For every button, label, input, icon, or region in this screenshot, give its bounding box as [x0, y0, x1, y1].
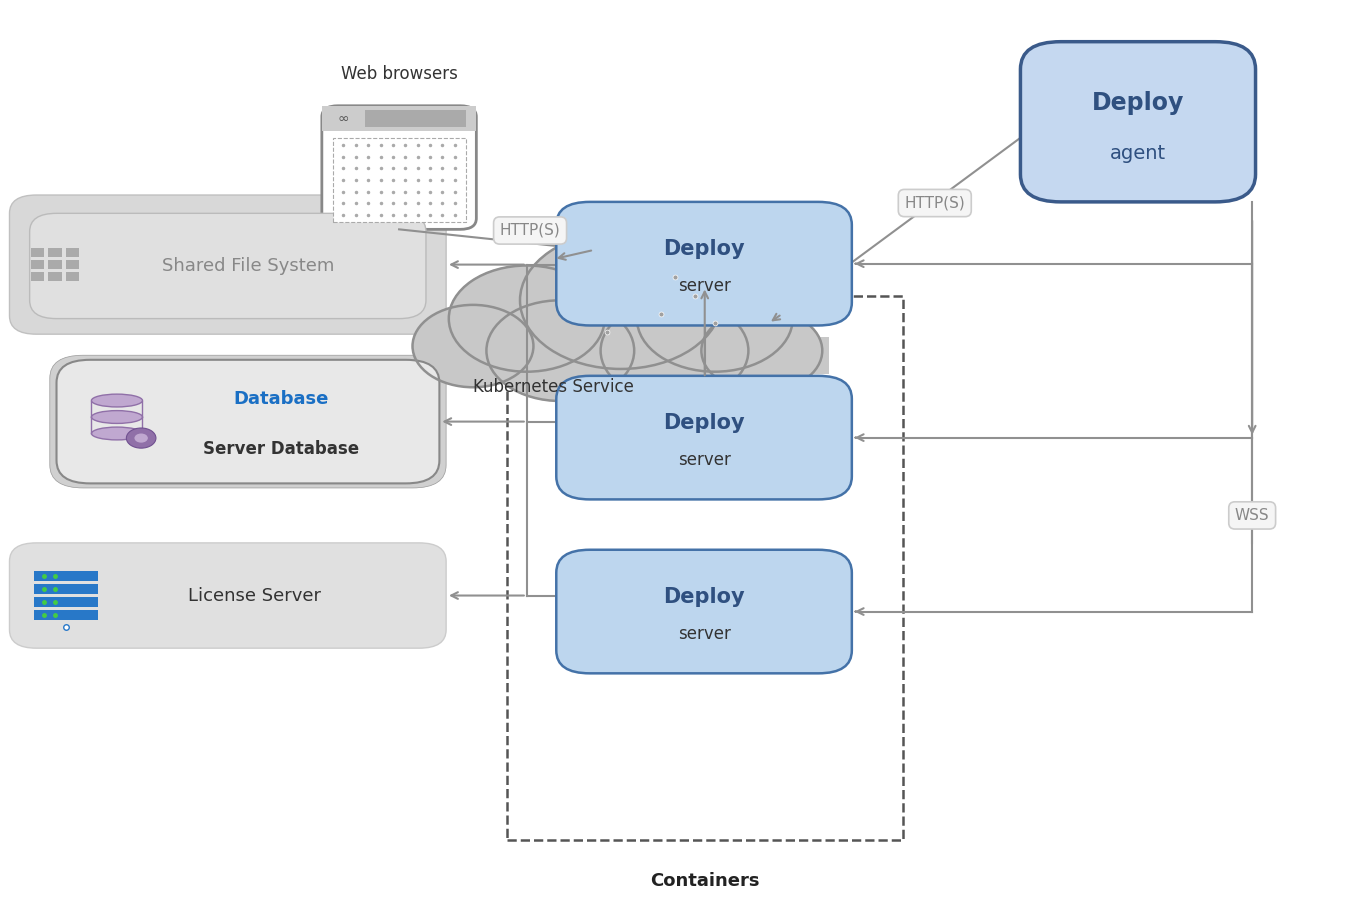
FancyBboxPatch shape [50, 356, 447, 488]
Bar [507, 296, 902, 840]
Text: Web browsers: Web browsers [341, 64, 457, 83]
FancyBboxPatch shape [30, 214, 426, 319]
FancyBboxPatch shape [556, 202, 851, 325]
Text: server: server [677, 277, 731, 295]
Ellipse shape [92, 411, 143, 424]
Text: Server Database: Server Database [204, 440, 360, 458]
Text: Containers: Containers [650, 872, 759, 891]
Bar [34, 597, 98, 607]
Ellipse shape [92, 427, 143, 440]
Text: WSS: WSS [1234, 507, 1269, 523]
Circle shape [449, 265, 604, 372]
Bar [34, 584, 98, 594]
FancyBboxPatch shape [556, 550, 851, 673]
Circle shape [127, 428, 156, 449]
Bar [49, 248, 62, 257]
Text: Deploy: Deploy [1091, 90, 1184, 114]
Text: Deploy: Deploy [664, 413, 745, 433]
Bar [31, 272, 45, 281]
Circle shape [135, 434, 148, 443]
Bar [322, 106, 476, 132]
FancyBboxPatch shape [556, 376, 851, 499]
Circle shape [519, 232, 722, 369]
Bar [413, 337, 830, 374]
Bar [34, 610, 98, 620]
FancyBboxPatch shape [9, 542, 447, 648]
Text: server: server [677, 624, 731, 643]
FancyBboxPatch shape [322, 106, 476, 229]
Bar [31, 260, 45, 269]
Bar [34, 571, 98, 581]
Bar [49, 272, 62, 281]
Bar [31, 248, 45, 257]
Circle shape [413, 305, 533, 387]
Bar [333, 138, 465, 222]
Circle shape [487, 300, 634, 401]
Circle shape [600, 300, 749, 401]
FancyBboxPatch shape [9, 195, 447, 334]
Text: server: server [677, 451, 731, 469]
FancyBboxPatch shape [1020, 41, 1256, 202]
Text: Shared File System: Shared File System [162, 257, 335, 275]
Bar [66, 248, 80, 257]
Text: ∞: ∞ [339, 111, 349, 125]
Circle shape [701, 309, 823, 391]
Text: License Server: License Server [188, 587, 321, 604]
Bar [66, 260, 80, 269]
Text: HTTP(S): HTTP(S) [499, 223, 560, 238]
Text: HTTP(S): HTTP(S) [904, 195, 965, 211]
Ellipse shape [92, 394, 143, 407]
Text: Database: Database [233, 391, 329, 408]
Bar [364, 111, 465, 127]
Text: Deploy: Deploy [664, 587, 745, 607]
Bar [49, 260, 62, 269]
Bar [66, 272, 80, 281]
Text: agent: agent [1110, 145, 1166, 163]
Text: Kubernetes Service: Kubernetes Service [473, 379, 634, 396]
Text: Deploy: Deploy [664, 239, 745, 259]
Circle shape [637, 265, 793, 372]
FancyBboxPatch shape [57, 360, 440, 484]
